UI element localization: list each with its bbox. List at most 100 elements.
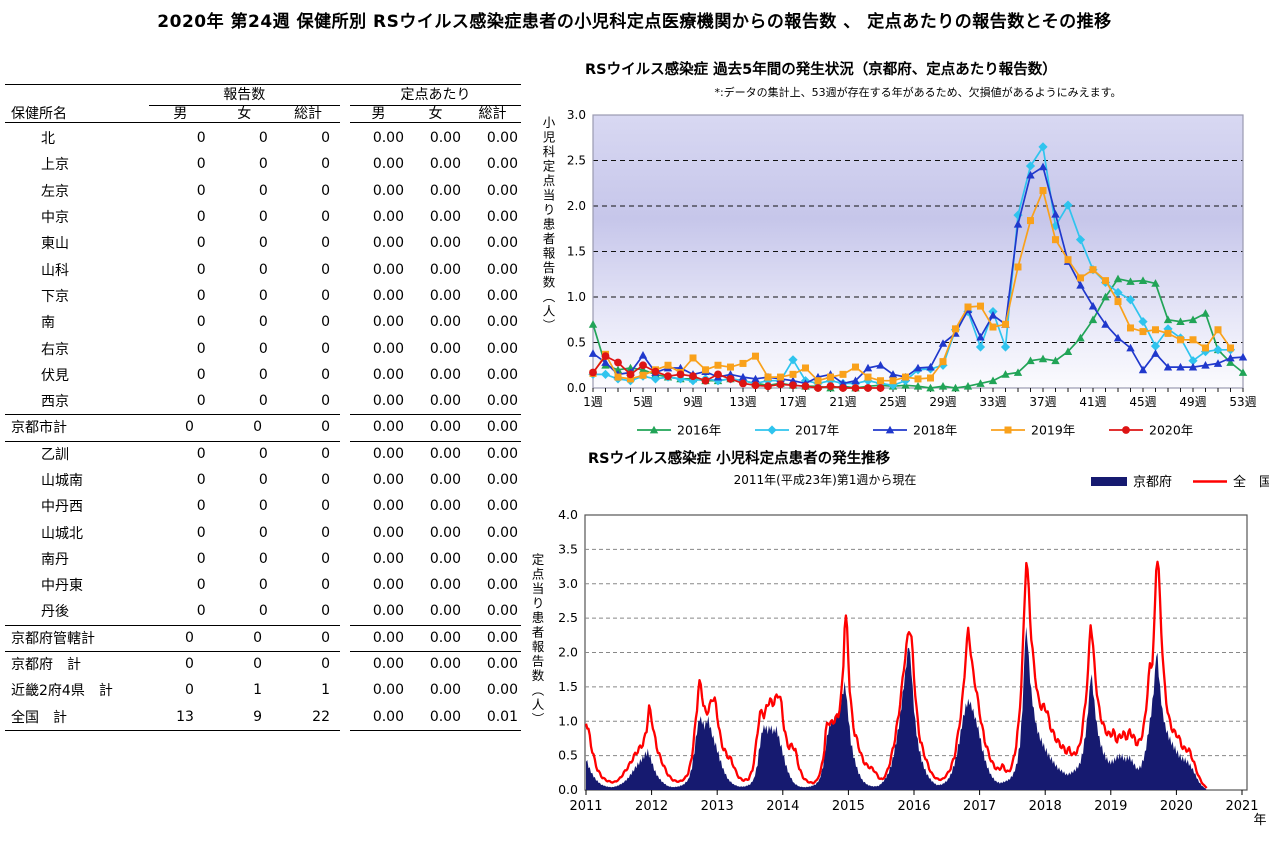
table-row: 京都市計 0 0 0 0.00 0.00 0.00 [5, 414, 521, 442]
series-marker [1163, 324, 1173, 334]
rate-cell: 0.00 [486, 577, 518, 594]
series-marker [614, 358, 622, 367]
rate-cell: 0.00 [372, 393, 404, 410]
series-marker [1163, 362, 1173, 371]
y-tick-label: 1.5 [558, 679, 578, 694]
rate-cell: 0.00 [429, 156, 461, 173]
health-center-name: 京都府管轄計 [11, 630, 95, 647]
legend-label: 2019年 [1031, 423, 1075, 438]
series-marker [913, 363, 923, 372]
series-marker [976, 379, 985, 387]
count-cell: 0 [258, 314, 268, 331]
count-cell: 0 [258, 393, 268, 410]
series-marker [914, 375, 922, 383]
x-tick-label: 33週 [979, 395, 1006, 409]
series-marker [752, 352, 759, 360]
series-marker [1139, 328, 1147, 336]
count-cell: 1 [321, 682, 330, 699]
count-cell: 0 [196, 130, 206, 147]
series-marker [1113, 274, 1123, 283]
count-cell: 0 [321, 156, 330, 173]
rate-cell: 0.00 [372, 498, 404, 515]
count-cell: 0 [196, 340, 206, 357]
count-cell: 9 [253, 708, 262, 725]
series-marker [650, 374, 661, 384]
count-cell: 0 [258, 235, 268, 252]
series-marker [1001, 370, 1010, 378]
series-marker [1126, 343, 1135, 352]
rate-cell: 0.00 [429, 261, 461, 278]
chart2-y-axis-label: 定点当り患者報告数（人） [529, 553, 545, 727]
series-marker [1027, 217, 1034, 225]
series-marker [1013, 368, 1023, 376]
health-center-name: 中京 [41, 210, 69, 227]
table-row: 下京 0 0 0 0.00 0.00 0.00 [5, 283, 521, 309]
health-center-name: 山城北 [41, 525, 83, 542]
rate-cell: 0.00 [429, 340, 461, 357]
series-marker [1013, 220, 1023, 228]
series-marker [789, 370, 797, 378]
chart1-y-axis-label: 小児科定点当り患者報告数（人） [540, 116, 556, 334]
rate-cell: 0.00 [486, 235, 518, 252]
health-center-table: 報告数 定点あたり 保健所名 男 女 総計 男 女 総計 北 0 0 0 0.00 0.0… [5, 84, 521, 731]
count-cell: 0 [196, 314, 206, 331]
series-marker [1076, 280, 1085, 289]
table-row: 近畿2府4県 計 0 1 1 0.00 0.00 0.00 [5, 677, 521, 703]
series-marker [1126, 277, 1135, 285]
series-marker [851, 376, 860, 385]
series-marker [913, 381, 923, 390]
series-marker [1076, 333, 1085, 342]
count-cell: 0 [258, 524, 268, 541]
count-cell: 0 [196, 235, 206, 252]
count-cell: 0 [185, 629, 194, 646]
series-marker [588, 320, 598, 328]
series-marker [664, 372, 672, 381]
table-row: 南丹 0 0 0 0.00 0.00 0.00 [5, 546, 521, 572]
series-marker [852, 363, 859, 371]
chart1-note: *:データの集計上、53週が存在する年があるため、欠損値があるようにみえます。 [714, 85, 1121, 99]
rate-cell: 0.00 [486, 629, 518, 646]
health-center-name: 伏見 [41, 367, 69, 384]
series-marker [1201, 309, 1210, 317]
count-cell: 0 [196, 550, 206, 567]
table-row: 乙訓 0 0 0 0.00 0.00 0.00 [5, 441, 521, 467]
series-marker [1201, 361, 1210, 369]
series-marker [889, 377, 897, 385]
series-marker [888, 370, 898, 378]
rate-cell: 0.00 [372, 524, 404, 541]
series-marker [1000, 342, 1011, 352]
x-tick-label: 2016 [897, 799, 930, 814]
table-row: 京都府 計 0 0 0 0.00 0.00 0.00 [5, 651, 521, 677]
series-marker [1164, 329, 1172, 337]
series-marker [751, 374, 760, 383]
series-marker [1176, 317, 1185, 325]
table-row: 左京 0 0 0 0.00 0.00 0.00 [5, 178, 521, 204]
count-cell: 0 [196, 472, 206, 488]
rate-cell: 0.00 [429, 393, 461, 410]
rate-cell: 0.00 [486, 182, 518, 199]
y-tick-label: 3.0 [558, 576, 578, 591]
series-marker [801, 382, 810, 391]
x-tick-label: 37週 [1029, 395, 1056, 409]
health-center-name: 京都市計 [11, 420, 67, 437]
series-marker [1189, 336, 1197, 344]
rate-cell: 0.00 [486, 261, 518, 278]
series-marker [814, 377, 822, 385]
health-center-name: 上京 [41, 157, 69, 174]
count-cell: 0 [253, 419, 262, 436]
series-line [593, 146, 1231, 387]
rate-cell: 0.00 [429, 445, 461, 462]
table-row: 丹後 0 0 0 0.00 0.00 0.00 [5, 598, 521, 626]
count-cell: 0 [321, 182, 330, 199]
y-tick-label: 3.0 [567, 108, 586, 122]
rate-cell: 0.00 [372, 656, 404, 673]
count-cell: 0 [258, 261, 268, 278]
series-marker [1014, 263, 1022, 271]
health-center-name: 左京 [41, 183, 69, 200]
count-cell: 0 [258, 130, 268, 147]
rate-cell: 0.00 [486, 550, 518, 567]
table-header-row: 保健所名 男 女 総計 男 女 総計 [5, 104, 521, 125]
col-header-female: 女 [237, 105, 252, 122]
x-tick-label: 2019 [1094, 799, 1127, 814]
rate-cell: 0.00 [429, 287, 461, 304]
